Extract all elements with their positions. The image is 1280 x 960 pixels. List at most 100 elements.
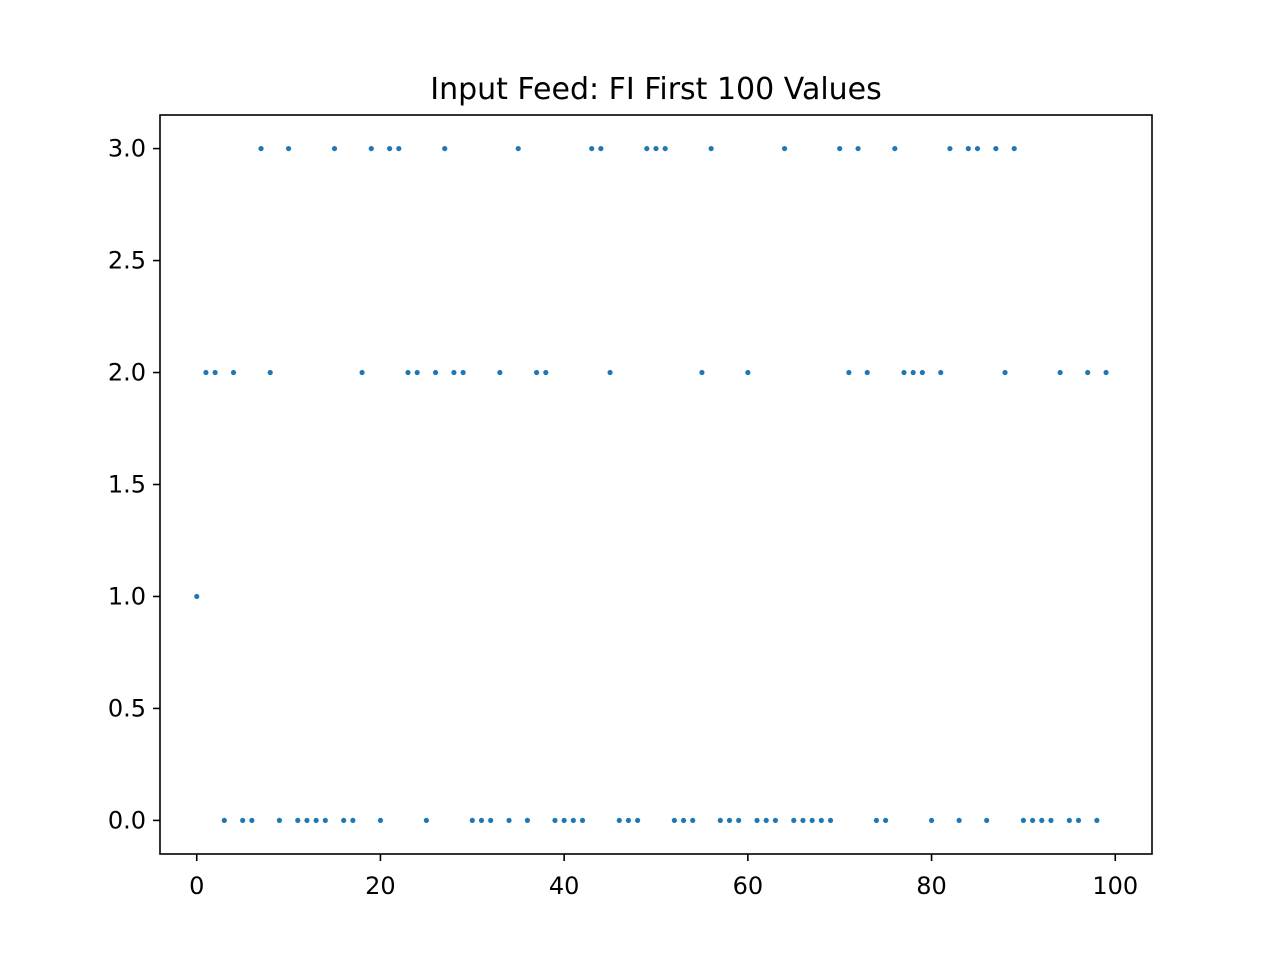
data-point bbox=[965, 145, 971, 152]
x-tick-label: 0 bbox=[189, 872, 204, 900]
data-point bbox=[1085, 369, 1091, 376]
data-point bbox=[781, 145, 788, 152]
data-point bbox=[240, 817, 246, 824]
data-point bbox=[341, 817, 347, 824]
y-tick-label: 2.0 bbox=[108, 359, 146, 387]
data-point bbox=[350, 817, 356, 824]
data-point bbox=[313, 817, 319, 824]
data-point bbox=[1057, 369, 1063, 376]
data-point bbox=[221, 817, 227, 824]
data-point bbox=[827, 817, 834, 824]
data-point bbox=[892, 145, 898, 152]
data-point bbox=[873, 817, 880, 824]
chart-title: Input Feed: FI First 100 Values bbox=[430, 72, 882, 107]
data-point bbox=[377, 817, 384, 824]
y-tick-label: 3.0 bbox=[108, 135, 146, 163]
data-point bbox=[883, 817, 889, 824]
data-point bbox=[993, 145, 999, 152]
data-point bbox=[387, 145, 393, 152]
data-point bbox=[276, 817, 283, 824]
data-point bbox=[772, 817, 779, 824]
data-point bbox=[497, 369, 503, 376]
x-tick-label: 60 bbox=[733, 872, 764, 900]
data-point bbox=[938, 369, 944, 376]
plot-area bbox=[159, 114, 1153, 855]
data-point bbox=[717, 817, 723, 824]
data-point bbox=[203, 369, 209, 376]
data-point bbox=[846, 369, 852, 376]
data-point bbox=[533, 369, 540, 376]
data-point bbox=[304, 817, 310, 824]
data-point bbox=[928, 817, 935, 824]
data-point bbox=[653, 145, 659, 152]
data-point bbox=[662, 145, 668, 152]
data-point bbox=[570, 817, 576, 824]
data-point bbox=[864, 369, 870, 376]
data-point bbox=[818, 817, 824, 824]
data-points bbox=[194, 145, 1109, 824]
data-point bbox=[543, 369, 549, 376]
data-point bbox=[478, 817, 485, 824]
data-point bbox=[763, 817, 769, 824]
data-point bbox=[855, 145, 861, 152]
data-point bbox=[442, 145, 448, 152]
data-point bbox=[974, 145, 981, 152]
data-point bbox=[910, 369, 916, 376]
y-tick-label: 0.0 bbox=[108, 806, 146, 834]
data-point bbox=[708, 145, 714, 152]
data-point bbox=[625, 817, 632, 824]
data-point bbox=[901, 369, 907, 376]
data-point bbox=[212, 369, 218, 376]
data-point bbox=[598, 145, 604, 152]
data-point bbox=[607, 369, 613, 376]
y-tick-label: 2.5 bbox=[108, 247, 146, 275]
data-point bbox=[947, 145, 953, 152]
data-point bbox=[295, 817, 301, 824]
data-point bbox=[230, 369, 237, 376]
data-point bbox=[579, 817, 586, 824]
data-point bbox=[616, 817, 622, 824]
data-point bbox=[809, 817, 815, 824]
data-point bbox=[956, 817, 962, 824]
data-point bbox=[267, 369, 273, 376]
data-point bbox=[1029, 817, 1036, 824]
data-point bbox=[1103, 369, 1109, 376]
x-tick-label: 20 bbox=[365, 872, 396, 900]
data-point bbox=[1048, 817, 1054, 824]
y-tick-label: 0.5 bbox=[108, 694, 146, 722]
data-point bbox=[561, 817, 567, 824]
data-point bbox=[469, 817, 475, 824]
data-point bbox=[919, 369, 925, 376]
data-point bbox=[405, 369, 411, 376]
data-point bbox=[368, 145, 374, 152]
data-point bbox=[515, 145, 521, 152]
data-point bbox=[1020, 817, 1027, 824]
data-point bbox=[414, 369, 420, 376]
x-tick-label: 80 bbox=[916, 872, 947, 900]
data-point bbox=[322, 817, 328, 824]
x-tick-label: 40 bbox=[549, 872, 580, 900]
data-point bbox=[699, 369, 705, 376]
data-point bbox=[690, 817, 696, 824]
data-point bbox=[451, 369, 457, 376]
data-point bbox=[800, 817, 806, 824]
data-point bbox=[1066, 817, 1072, 824]
y-tick-label: 1.0 bbox=[108, 582, 146, 610]
data-point bbox=[488, 817, 494, 824]
x-tick-label: 100 bbox=[1092, 872, 1138, 900]
data-point bbox=[726, 817, 733, 824]
data-point bbox=[680, 817, 687, 824]
data-point bbox=[671, 817, 677, 824]
data-point bbox=[423, 817, 429, 824]
data-point bbox=[736, 817, 742, 824]
data-point bbox=[644, 145, 650, 152]
data-point bbox=[359, 369, 365, 376]
data-point bbox=[432, 369, 439, 376]
data-point bbox=[1002, 369, 1008, 376]
data-point bbox=[285, 145, 292, 152]
y-tick-label: 1.5 bbox=[108, 471, 146, 499]
data-point bbox=[745, 369, 751, 376]
data-point bbox=[1075, 817, 1082, 824]
data-point bbox=[460, 369, 466, 376]
